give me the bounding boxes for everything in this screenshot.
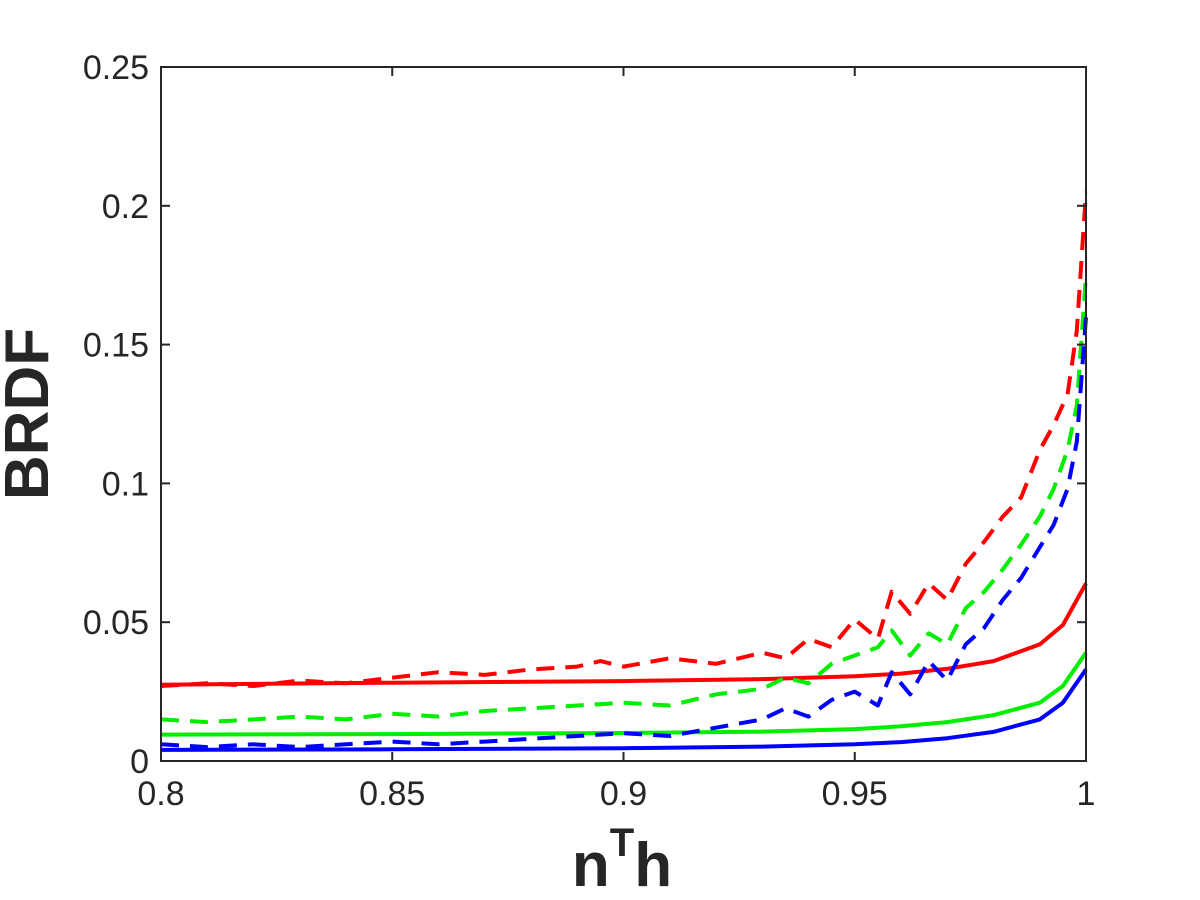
series-line-1-solid (160, 582, 1088, 687)
x-tick-label: 0.9 (600, 775, 647, 813)
x-axis-title-tail: h (634, 831, 672, 900)
x-axis-title-base: n (572, 831, 610, 900)
y-tick-label: 0 (130, 743, 149, 781)
y-tick-label: 0.05 (83, 604, 149, 642)
series-layer (160, 191, 1088, 752)
series-line-3-solid (160, 668, 1088, 752)
series-line-6-dashed (160, 316, 1088, 750)
y-tick-label: 0.15 (83, 327, 149, 365)
x-axis-title: nTh (572, 821, 672, 900)
series-line-5-dashed (160, 275, 1088, 725)
series-line-4-dashed (160, 191, 1088, 688)
y-tick-label: 0.1 (102, 465, 149, 503)
y-tick-label: 0.25 (83, 49, 149, 87)
ticks-layer: 0.8 0.85 0.9 0.95 1 0 0.05 0.1 0.15 0.2 0.25 (83, 49, 1096, 813)
y-tick-label: 0.2 (102, 188, 149, 226)
x-tick-label: 0.85 (359, 775, 425, 813)
x-tick-label: 0.95 (822, 775, 888, 813)
x-tick-label: 1 (1077, 775, 1096, 813)
y-axis-title: BRDF (0, 328, 62, 500)
x-tick-label: 0.8 (137, 775, 184, 813)
series-line-2-solid (160, 651, 1088, 737)
x-axis-title-superscript: T (610, 821, 634, 865)
